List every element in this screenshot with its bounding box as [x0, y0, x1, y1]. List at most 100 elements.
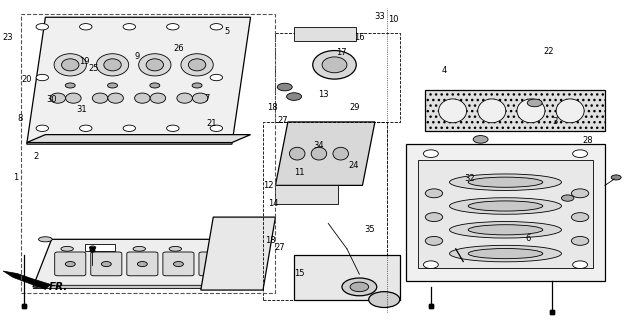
Ellipse shape: [449, 174, 561, 190]
Circle shape: [36, 24, 49, 30]
Polygon shape: [294, 255, 400, 300]
Ellipse shape: [311, 147, 327, 160]
Ellipse shape: [96, 54, 129, 76]
Text: 32: 32: [464, 174, 475, 183]
Ellipse shape: [192, 93, 208, 103]
Ellipse shape: [181, 54, 213, 76]
Circle shape: [528, 99, 542, 107]
Polygon shape: [406, 144, 605, 281]
FancyBboxPatch shape: [163, 252, 194, 276]
Text: 30: 30: [46, 95, 57, 104]
Text: 6: 6: [526, 234, 531, 243]
Polygon shape: [27, 135, 251, 142]
Polygon shape: [276, 122, 375, 185]
Text: 3: 3: [552, 117, 558, 126]
Text: 26: 26: [174, 44, 184, 53]
Circle shape: [209, 261, 219, 267]
Ellipse shape: [92, 93, 108, 103]
Text: 1: 1: [13, 173, 18, 182]
Circle shape: [210, 24, 222, 30]
Circle shape: [572, 261, 588, 268]
Text: 23: 23: [2, 33, 13, 42]
Polygon shape: [424, 90, 605, 132]
Text: 11: 11: [294, 168, 304, 177]
Polygon shape: [27, 17, 251, 144]
Circle shape: [425, 236, 442, 245]
Text: 24: 24: [349, 161, 359, 170]
Ellipse shape: [150, 93, 166, 103]
Ellipse shape: [449, 198, 561, 214]
Ellipse shape: [556, 99, 584, 123]
Text: 22: 22: [544, 47, 554, 56]
Polygon shape: [3, 271, 51, 289]
Ellipse shape: [39, 237, 52, 242]
Ellipse shape: [312, 51, 356, 79]
Ellipse shape: [188, 59, 206, 71]
Ellipse shape: [322, 57, 347, 73]
Text: 5: 5: [224, 27, 229, 36]
Ellipse shape: [61, 246, 73, 251]
Circle shape: [150, 83, 160, 88]
Circle shape: [167, 24, 179, 30]
Ellipse shape: [177, 93, 192, 103]
Ellipse shape: [289, 147, 305, 160]
Text: 27: 27: [278, 116, 288, 125]
Ellipse shape: [468, 249, 542, 259]
Circle shape: [123, 24, 136, 30]
Ellipse shape: [449, 245, 561, 262]
Polygon shape: [33, 285, 257, 288]
Ellipse shape: [108, 93, 123, 103]
Circle shape: [423, 261, 438, 268]
Ellipse shape: [50, 93, 66, 103]
Circle shape: [101, 261, 111, 267]
Text: 15: 15: [294, 269, 304, 278]
FancyBboxPatch shape: [294, 27, 356, 41]
Ellipse shape: [97, 246, 109, 251]
FancyBboxPatch shape: [199, 252, 230, 276]
Circle shape: [107, 83, 118, 88]
Ellipse shape: [66, 93, 81, 103]
Ellipse shape: [139, 54, 171, 76]
Circle shape: [350, 282, 369, 292]
Ellipse shape: [104, 59, 121, 71]
Circle shape: [138, 261, 148, 267]
Ellipse shape: [478, 99, 506, 123]
Circle shape: [79, 125, 92, 132]
Circle shape: [210, 74, 222, 81]
Circle shape: [425, 189, 442, 198]
Text: 18: 18: [267, 103, 278, 112]
Ellipse shape: [468, 201, 542, 211]
Circle shape: [123, 125, 136, 132]
Circle shape: [561, 195, 574, 201]
Text: 19: 19: [79, 57, 89, 66]
Ellipse shape: [439, 99, 467, 123]
Text: 20: 20: [21, 75, 32, 84]
Text: 25: 25: [89, 64, 99, 74]
Circle shape: [571, 213, 589, 221]
Text: FR.: FR.: [49, 282, 68, 292]
Ellipse shape: [61, 59, 79, 71]
Text: 27: 27: [274, 243, 285, 252]
Text: 31: 31: [76, 105, 87, 114]
Circle shape: [192, 83, 202, 88]
FancyBboxPatch shape: [84, 244, 115, 251]
Text: 35: 35: [364, 225, 375, 234]
Ellipse shape: [449, 221, 561, 238]
Circle shape: [369, 292, 400, 308]
Text: 7: 7: [204, 94, 210, 103]
Text: 9: 9: [135, 52, 140, 61]
Ellipse shape: [468, 225, 542, 235]
Ellipse shape: [468, 177, 542, 187]
Ellipse shape: [133, 246, 146, 251]
Circle shape: [79, 24, 92, 30]
Text: 21: 21: [207, 119, 217, 128]
Ellipse shape: [134, 93, 150, 103]
Polygon shape: [33, 239, 257, 287]
FancyBboxPatch shape: [91, 252, 122, 276]
Circle shape: [89, 246, 96, 249]
Circle shape: [174, 261, 183, 267]
Circle shape: [425, 213, 442, 221]
Text: 8: 8: [18, 114, 23, 123]
Ellipse shape: [333, 147, 349, 160]
Text: 10: 10: [388, 15, 399, 24]
